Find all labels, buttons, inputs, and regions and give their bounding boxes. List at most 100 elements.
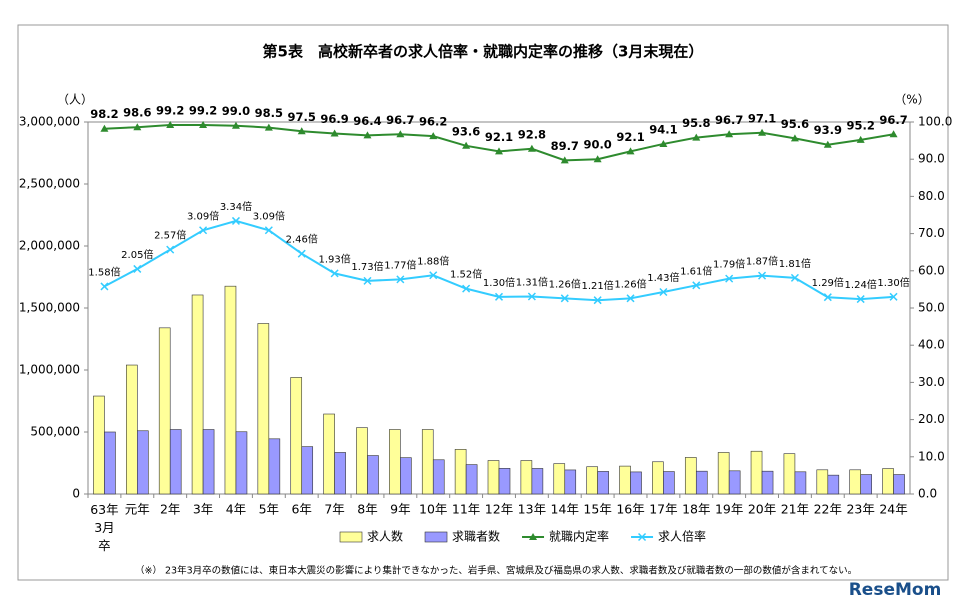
data-label: 96.7 [879,113,907,127]
marker [495,147,503,155]
x-tick-label: 3年 [193,502,213,517]
marker [527,144,536,152]
marker [462,141,471,149]
bar [783,453,796,495]
data-label: 1.24倍 [845,278,877,291]
bar [126,364,138,495]
marker [100,124,109,132]
y2-tick-label: 10.0 [918,449,945,463]
data-label: 96.7 [386,113,414,127]
data-label: 90.0 [583,138,611,152]
data-label: 2.05倍 [121,248,153,261]
legend-swatch [339,531,363,543]
y-tick-label: 2,000,000 [19,239,80,253]
marker [560,156,569,164]
x-tick-label: 元年 [125,502,150,517]
bar [684,457,697,495]
data-label: 1.61倍 [680,264,712,277]
bar [663,471,675,495]
marker [429,132,438,140]
legend-label: 求人倍率 [658,529,706,544]
data-label: 89.7 [551,139,579,153]
x-tick-label: 17年 [649,502,677,517]
bar [257,323,270,495]
marker [758,128,767,136]
y-tick-label: 0 [72,487,80,501]
marker [231,216,240,225]
marker [823,140,832,148]
y2-tick-label: 70.0 [918,226,945,240]
bar [421,429,434,495]
y2-tick-label: 20.0 [918,412,945,426]
data-label: 95.8 [682,116,710,130]
x-tick-label: 22年 [814,502,842,517]
y-tick-label: 500,000 [30,425,80,439]
data-label: 92.1 [616,130,644,144]
bar [191,294,204,495]
logo: ReseMom [849,580,942,600]
data-label: 92.1 [485,130,513,144]
y-tick-label: 3,000,000 [19,115,80,129]
marker [692,281,701,290]
x-tick-label: 19年 [715,502,743,517]
data-label: 1.58倍 [88,265,120,278]
x-tick-label: 14年 [551,502,579,517]
bar [389,429,401,495]
bar [323,413,335,495]
data-label: 3.09倍 [253,209,285,222]
y2-tick-label: 90.0 [918,152,945,166]
data-label: 1.73倍 [351,260,383,273]
marker [856,295,865,304]
bar [531,468,544,495]
bar [652,461,664,495]
x-tick-label: 63年 3月卒 [90,502,118,553]
x-tick-label: 10年 [419,502,447,517]
bar [93,395,105,495]
data-label: 94.1 [649,122,677,136]
data-label: 99.2 [189,103,217,117]
data-label: 92.8 [518,127,546,141]
chart-border [17,24,949,581]
bar [356,427,368,495]
marker [166,120,175,128]
bar [794,471,807,495]
bar [432,459,445,495]
legend-marker [529,533,538,540]
y2-tick-label: 80.0 [918,189,945,203]
x-tick-label: 5年 [259,502,279,517]
data-label: 1.26倍 [549,277,581,290]
data-label: 96.2 [419,115,447,129]
marker [462,284,471,293]
marker [889,130,898,138]
data-label: 97.5 [288,110,316,124]
marker [100,282,109,291]
marker [199,226,208,235]
marker [297,127,306,135]
legend-label: 求人数 [367,529,403,544]
bar [586,466,598,495]
bar [400,457,412,495]
marker [725,274,734,283]
bar [816,469,829,495]
data-label: 95.2 [846,118,874,132]
marker [363,276,372,285]
data-label: 1.93倍 [318,252,350,265]
marker [823,293,832,302]
data-label: 93.6 [452,124,480,138]
legend-label: 求職者数 [452,529,500,544]
y2-tick-label: 50.0 [918,301,945,315]
bar [367,455,379,495]
x-tick-label: 9年 [390,502,410,517]
bar [849,469,861,495]
legend-label: 就職内定率 [549,529,609,544]
y2-tick-label: 60.0 [918,263,945,277]
x-tick-label: 11年 [452,502,480,517]
marker [790,273,799,282]
x-tick-label: 4年 [226,502,246,517]
marker [199,120,208,128]
data-label: 3.09倍 [187,209,219,222]
marker [593,155,602,163]
y-tick-label: 1,000,000 [19,363,80,377]
marker [626,294,635,303]
x-tick-label: 12年 [485,502,513,517]
